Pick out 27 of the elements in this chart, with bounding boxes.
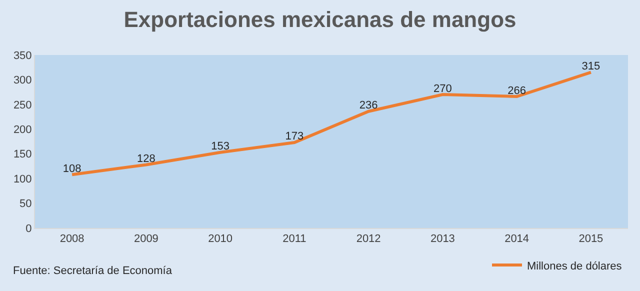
y-tick-label: 150 [13, 148, 32, 161]
x-tick-label: 2014 [504, 233, 530, 246]
data-label: 173 [285, 130, 304, 143]
y-tick-label: 250 [13, 99, 32, 112]
data-label: 108 [62, 162, 82, 175]
x-tick-label: 2009 [134, 233, 158, 246]
x-tick-label: 2012 [356, 233, 381, 246]
y-tick-label: 300 [13, 74, 32, 87]
x-tick-label: 2015 [578, 233, 604, 246]
x-tick-label: 2013 [430, 233, 455, 246]
y-tick-label: 100 [13, 173, 32, 186]
x-tick-label: 2010 [208, 233, 233, 246]
data-label: 315 [582, 60, 600, 73]
y-tick-label: 50 [20, 198, 32, 210]
chart-title: Exportaciones mexicanas de mangos [124, 7, 516, 32]
x-tick-label: 2008 [60, 233, 84, 246]
x-tick-label: 2011 [282, 233, 306, 246]
legend-label: Millones de dólares [527, 260, 622, 272]
y-tick-label: 200 [13, 124, 32, 136]
data-label: 266 [508, 84, 526, 97]
source-note: Fuente: Secretaría de Economía [13, 265, 173, 277]
y-tick-label: 0 [26, 222, 32, 235]
data-label: 128 [137, 152, 156, 165]
y-tick-label: 350 [13, 50, 32, 62]
data-label: 270 [434, 82, 452, 95]
data-label: 153 [211, 140, 230, 153]
data-label: 236 [359, 100, 378, 112]
